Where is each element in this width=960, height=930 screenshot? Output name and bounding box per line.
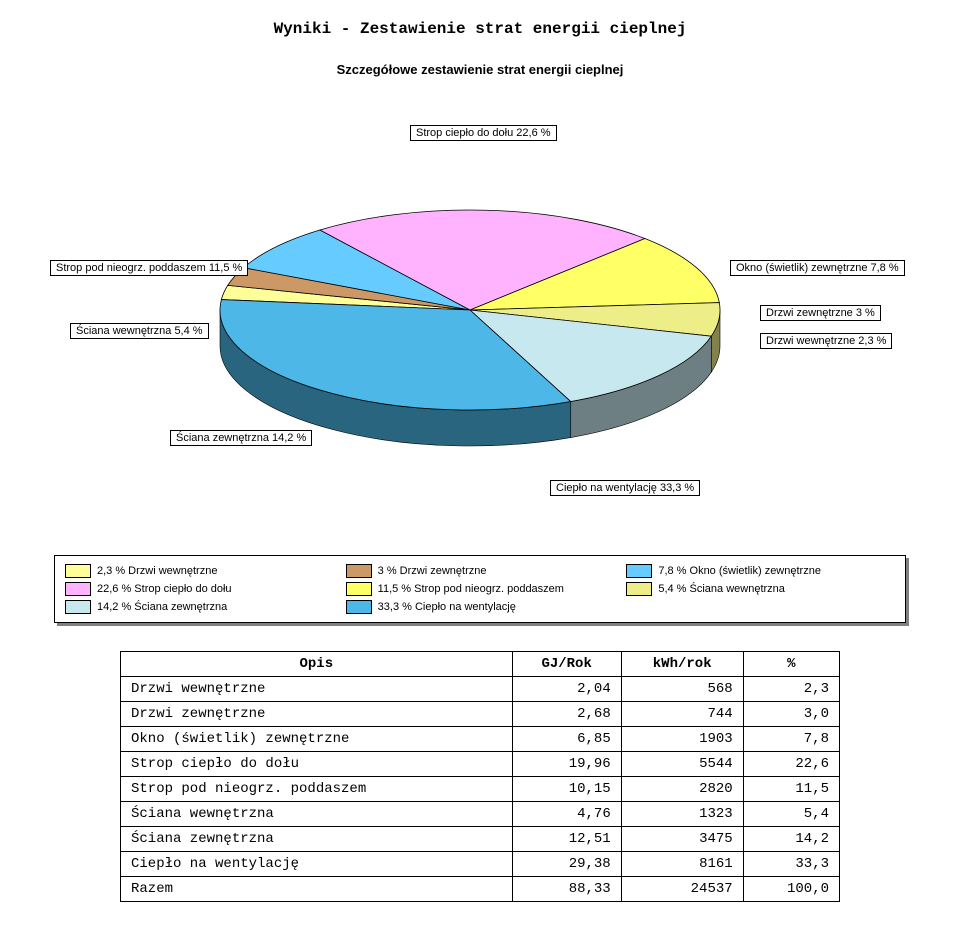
legend-label: 2,3 % Drzwi wewnętrzne xyxy=(97,565,217,577)
chart-label: Strop ciepło do dołu 22,6 % xyxy=(410,125,557,141)
legend-swatch xyxy=(626,564,652,578)
table-cell-label: Strop ciepło do dołu xyxy=(121,752,513,777)
legend-swatch xyxy=(346,564,372,578)
page-subtitle: Szczegółowe zestawienie strat energii ci… xyxy=(20,62,940,77)
table-cell-label: Razem xyxy=(121,877,513,902)
table-row: Okno (świetlik) zewnętrzne6,8519037,8 xyxy=(121,727,840,752)
table-cell-value: 6,85 xyxy=(512,727,621,752)
chart-label: Strop pod nieogrz. poddaszem 11,5 % xyxy=(50,260,248,276)
legend-swatch xyxy=(626,582,652,596)
table-row: Strop pod nieogrz. poddaszem10,15282011,… xyxy=(121,777,840,802)
table-cell-label: Ściana wewnętrzna xyxy=(121,802,513,827)
table-cell-value: 1903 xyxy=(621,727,743,752)
table-cell-value: 33,3 xyxy=(743,852,839,877)
table-cell-label: Ściana zewnętrzna xyxy=(121,827,513,852)
table-cell-value: 2,04 xyxy=(512,677,621,702)
data-table: OpisGJ/RokkWh/rok% Drzwi wewnętrzne2,045… xyxy=(120,651,840,902)
legend-item: 7,8 % Okno (świetlik) zewnętrzne xyxy=(626,564,895,578)
legend-label: 3 % Drzwi zewnętrzne xyxy=(378,565,487,577)
table-row: Ciepło na wentylację29,38816133,3 xyxy=(121,852,840,877)
page-title: Wyniki - Zestawienie strat energii ciepl… xyxy=(20,20,940,38)
table-cell-value: 3,0 xyxy=(743,702,839,727)
table-cell-label: Drzwi zewnętrzne xyxy=(121,702,513,727)
table-header: Opis xyxy=(121,652,513,677)
table-cell-value: 2,3 xyxy=(743,677,839,702)
legend-item: 14,2 % Ściana zewnętrzna xyxy=(65,600,334,614)
table-row: Drzwi zewnętrzne2,687443,0 xyxy=(121,702,840,727)
chart-label: Drzwi zewnętrzne 3 % xyxy=(760,305,881,321)
table-header: % xyxy=(743,652,839,677)
legend-item: 5,4 % Ściana wewnętrzna xyxy=(626,582,895,596)
table-row: Ściana zewnętrzna12,51347514,2 xyxy=(121,827,840,852)
table-row: Drzwi wewnętrzne2,045682,3 xyxy=(121,677,840,702)
legend-swatch xyxy=(65,600,91,614)
table-cell-value: 2820 xyxy=(621,777,743,802)
table-cell-value: 744 xyxy=(621,702,743,727)
table-row: Strop ciepło do dołu19,96554422,6 xyxy=(121,752,840,777)
legend-label: 11,5 % Strop pod nieogrz. poddaszem xyxy=(378,583,564,595)
legend-swatch xyxy=(346,582,372,596)
table-cell-value: 88,33 xyxy=(512,877,621,902)
legend-label: 5,4 % Ściana wewnętrzna xyxy=(658,583,785,595)
pie-chart-area: Strop ciepło do dołu 22,6 % Strop pod nie… xyxy=(20,95,940,545)
table-header: GJ/Rok xyxy=(512,652,621,677)
legend-swatch xyxy=(65,564,91,578)
table-cell-value: 19,96 xyxy=(512,752,621,777)
table-row: Ściana wewnętrzna4,7613235,4 xyxy=(121,802,840,827)
table-cell-value: 24537 xyxy=(621,877,743,902)
table-cell-label: Drzwi wewnętrzne xyxy=(121,677,513,702)
table-cell-value: 1323 xyxy=(621,802,743,827)
chart-label: Ciepło na wentylację 33,3 % xyxy=(550,480,700,496)
table-row: Razem88,3324537100,0 xyxy=(121,877,840,902)
table-cell-label: Okno (świetlik) zewnętrzne xyxy=(121,727,513,752)
chart-label: Ściana wewnętrzna 5,4 % xyxy=(70,323,209,339)
table-cell-value: 14,2 xyxy=(743,827,839,852)
table-cell-value: 22,6 xyxy=(743,752,839,777)
table-cell-value: 11,5 xyxy=(743,777,839,802)
legend-item: 2,3 % Drzwi wewnętrzne xyxy=(65,564,334,578)
legend-label: 14,2 % Ściana zewnętrzna xyxy=(97,601,227,613)
legend-item: 3 % Drzwi zewnętrzne xyxy=(346,564,615,578)
chart-label: Okno (świetlik) zewnętrzne 7,8 % xyxy=(730,260,905,276)
chart-label: Drzwi wewnętrzne 2,3 % xyxy=(760,333,892,349)
table-cell-value: 2,68 xyxy=(512,702,621,727)
table-cell-value: 568 xyxy=(621,677,743,702)
table-cell-value: 5544 xyxy=(621,752,743,777)
table-cell-value: 8161 xyxy=(621,852,743,877)
legend-item: 33,3 % Ciepło na wentylację xyxy=(346,600,615,614)
table-cell-value: 7,8 xyxy=(743,727,839,752)
table-cell-label: Strop pod nieogrz. poddaszem xyxy=(121,777,513,802)
table-cell-value: 3475 xyxy=(621,827,743,852)
table-cell-label: Ciepło na wentylację xyxy=(121,852,513,877)
table-cell-value: 4,76 xyxy=(512,802,621,827)
legend-swatch xyxy=(65,582,91,596)
legend-label: 22,6 % Strop ciepło do dołu xyxy=(97,583,232,595)
table-cell-value: 10,15 xyxy=(512,777,621,802)
legend-label: 33,3 % Ciepło na wentylację xyxy=(378,601,516,613)
legend-item: 22,6 % Strop ciepło do dołu xyxy=(65,582,334,596)
table-cell-value: 100,0 xyxy=(743,877,839,902)
table-cell-value: 12,51 xyxy=(512,827,621,852)
legend-label: 7,8 % Okno (świetlik) zewnętrzne xyxy=(658,565,821,577)
legend-item: 11,5 % Strop pod nieogrz. poddaszem xyxy=(346,582,615,596)
table-cell-value: 29,38 xyxy=(512,852,621,877)
legend-swatch xyxy=(346,600,372,614)
chart-label: Ściana zewnętrzna 14,2 % xyxy=(170,430,312,446)
legend-box: 2,3 % Drzwi wewnętrzne 3 % Drzwi zewnętrz… xyxy=(54,555,906,623)
table-header: kWh/rok xyxy=(621,652,743,677)
table-cell-value: 5,4 xyxy=(743,802,839,827)
